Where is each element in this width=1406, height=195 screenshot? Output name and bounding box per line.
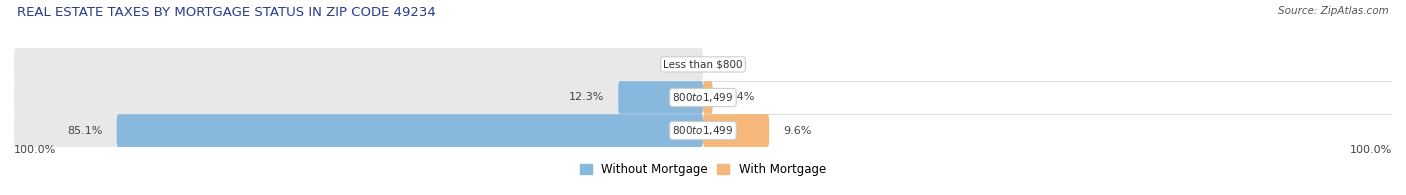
Text: 100.0%: 100.0%	[1350, 145, 1392, 155]
Text: $800 to $1,499: $800 to $1,499	[672, 91, 734, 104]
Text: REAL ESTATE TAXES BY MORTGAGE STATUS IN ZIP CODE 49234: REAL ESTATE TAXES BY MORTGAGE STATUS IN …	[17, 6, 436, 19]
FancyBboxPatch shape	[117, 114, 703, 147]
FancyBboxPatch shape	[703, 81, 713, 114]
FancyBboxPatch shape	[14, 114, 703, 147]
Text: 0.0%: 0.0%	[661, 59, 689, 69]
Text: 0.0%: 0.0%	[717, 59, 745, 69]
Text: 9.6%: 9.6%	[783, 126, 811, 136]
Text: 100.0%: 100.0%	[14, 145, 56, 155]
Legend: Without Mortgage, With Mortgage: Without Mortgage, With Mortgage	[575, 159, 831, 181]
Text: Less than $800: Less than $800	[664, 59, 742, 69]
FancyBboxPatch shape	[703, 114, 769, 147]
Text: Source: ZipAtlas.com: Source: ZipAtlas.com	[1278, 6, 1389, 16]
Text: 12.3%: 12.3%	[569, 92, 605, 103]
Text: 85.1%: 85.1%	[67, 126, 103, 136]
Text: $800 to $1,499: $800 to $1,499	[672, 124, 734, 137]
FancyBboxPatch shape	[14, 48, 703, 81]
Text: 1.4%: 1.4%	[727, 92, 755, 103]
FancyBboxPatch shape	[619, 81, 703, 114]
FancyBboxPatch shape	[14, 81, 703, 114]
